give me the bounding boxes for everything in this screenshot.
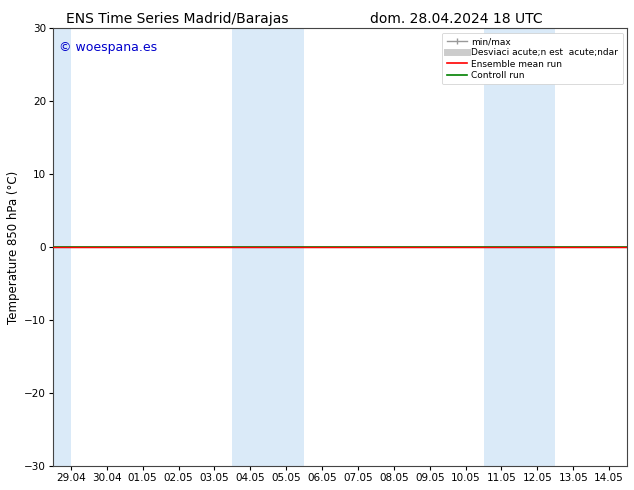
Bar	[53, 28, 71, 466]
Legend: min/max, Desviaci acute;n est  acute;ndar, Ensemble mean run, Controll run: min/max, Desviaci acute;n est acute;ndar…	[443, 33, 623, 84]
Text: dom. 28.04.2024 18 UTC: dom. 28.04.2024 18 UTC	[370, 12, 543, 26]
Bar	[232, 28, 304, 466]
Text: © woespana.es: © woespana.es	[59, 41, 157, 54]
Text: ENS Time Series Madrid/Barajas: ENS Time Series Madrid/Barajas	[67, 12, 288, 26]
Bar	[484, 28, 555, 466]
Y-axis label: Temperature 850 hPa (°C): Temperature 850 hPa (°C)	[7, 171, 20, 324]
